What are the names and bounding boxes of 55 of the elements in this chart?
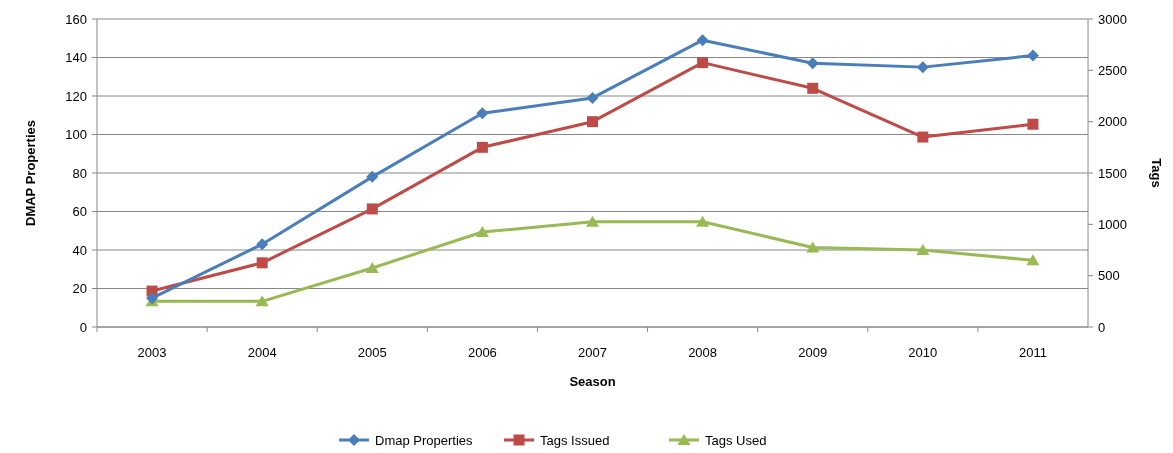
y-tick-label: 40 bbox=[72, 242, 87, 258]
point bbox=[696, 34, 709, 47]
point bbox=[475, 226, 489, 238]
x-tick-label: 2006 bbox=[467, 345, 497, 360]
y2-axis-title: Tags bbox=[1149, 158, 1164, 188]
point bbox=[697, 57, 709, 69]
y2-tick-label: 3000 bbox=[1098, 11, 1127, 27]
y-tick-label: 140 bbox=[65, 50, 87, 66]
legend-label: Tags Issued bbox=[540, 432, 610, 448]
point bbox=[917, 131, 929, 143]
point bbox=[256, 238, 269, 251]
point bbox=[256, 257, 268, 269]
point bbox=[586, 215, 599, 227]
point bbox=[916, 61, 929, 74]
y2-tick-label: 2000 bbox=[1098, 114, 1127, 130]
x-tick-label: 2011 bbox=[1018, 345, 1047, 360]
point bbox=[476, 107, 489, 120]
y-tick-label: 20 bbox=[72, 281, 87, 297]
y2-tick-label: 1000 bbox=[1098, 216, 1127, 232]
legend-label: Tags Used bbox=[705, 432, 767, 448]
y-tick-label: 80 bbox=[72, 165, 87, 181]
point bbox=[696, 215, 710, 227]
point bbox=[806, 241, 820, 253]
point bbox=[365, 261, 379, 273]
point bbox=[476, 141, 488, 153]
y2-tick-label: 1500 bbox=[1098, 165, 1127, 181]
point bbox=[586, 91, 599, 104]
x-tick-label: 2005 bbox=[357, 345, 387, 360]
y-tick-label: 120 bbox=[65, 88, 87, 104]
x-tick-label: 2003 bbox=[137, 345, 167, 360]
point bbox=[1026, 254, 1040, 266]
point bbox=[587, 116, 598, 128]
point bbox=[916, 244, 930, 255]
x-axis-title: Season bbox=[569, 374, 616, 389]
x-tick-label: 2009 bbox=[798, 345, 828, 360]
y-tick-label: 100 bbox=[65, 127, 87, 143]
y2-tick-label: 0 bbox=[1098, 319, 1106, 335]
y-tick-label: 0 bbox=[79, 319, 87, 335]
point bbox=[807, 82, 819, 94]
point bbox=[366, 170, 379, 183]
point bbox=[1027, 118, 1039, 130]
point bbox=[366, 203, 378, 215]
y-tick-label: 160 bbox=[65, 11, 87, 27]
point bbox=[806, 57, 819, 70]
x-tick-label: 2007 bbox=[578, 345, 607, 360]
x-tick-label: 2004 bbox=[247, 345, 277, 360]
point bbox=[255, 295, 269, 307]
point bbox=[1026, 49, 1039, 62]
legend-label: Dmap Properties bbox=[375, 432, 474, 448]
y-axis-title: DMAP Properties bbox=[23, 120, 38, 226]
x-tick-label: 2008 bbox=[688, 345, 718, 360]
y-tick-label: 60 bbox=[72, 204, 87, 220]
x-tick-label: 2010 bbox=[908, 345, 938, 360]
y2-tick-label: 500 bbox=[1098, 268, 1120, 284]
y2-tick-label: 2500 bbox=[1098, 62, 1127, 78]
